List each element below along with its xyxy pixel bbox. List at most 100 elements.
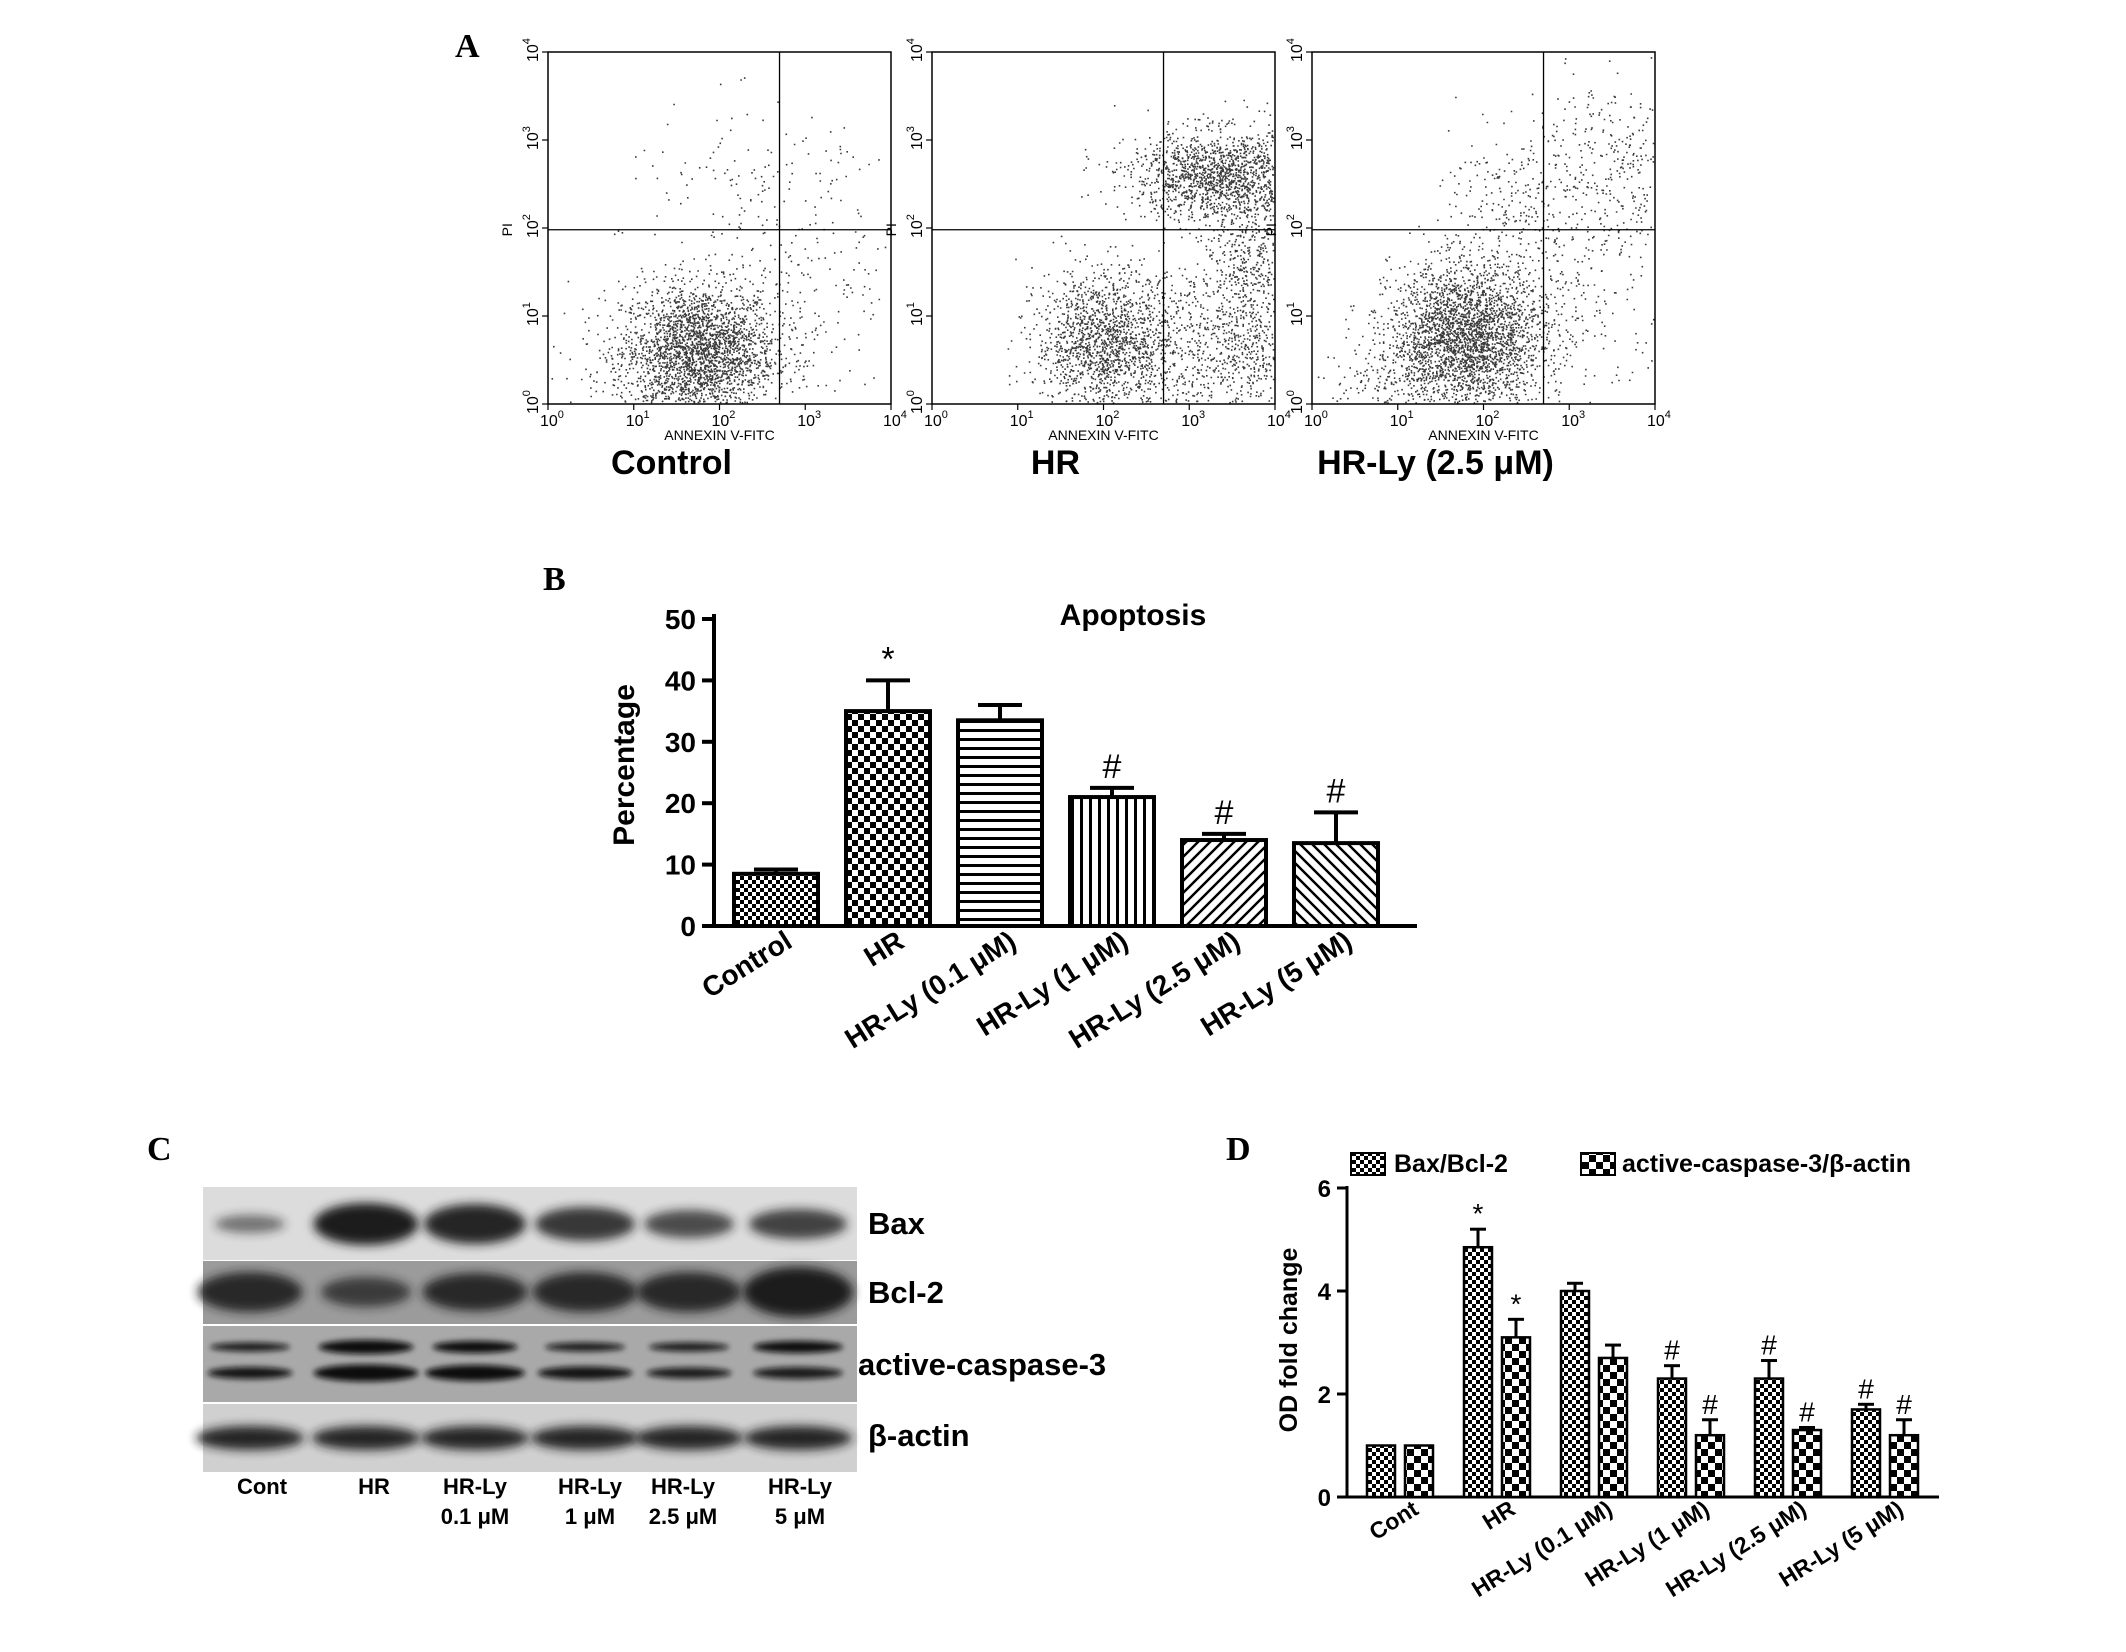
chart-b-bar xyxy=(844,709,932,928)
flow-x-tick-exp: 4 xyxy=(1285,409,1291,421)
western-blot: Bax Bcl-2 active-caspase-3 β-actin Cont H… xyxy=(196,1187,1106,1529)
flow-y-tick-exp: 1 xyxy=(905,302,917,308)
flow-x-tick-label: 103 xyxy=(1181,409,1205,430)
flow-dots-hr-ly xyxy=(1317,57,1655,404)
chart-b-significance: * xyxy=(881,640,894,678)
flow-y-tick-label: 100 xyxy=(1285,390,1306,414)
flow-y-tick-label: 101 xyxy=(905,302,926,326)
flow-y-tick-label: 102 xyxy=(905,214,926,238)
flow-y-tick-exp: 4 xyxy=(905,38,917,44)
chart-d-significance: # xyxy=(1702,1389,1718,1420)
flow-y-tick-exp: 1 xyxy=(1285,302,1297,308)
flow-xlabel-hr-ly: ANNEXIN V-FITC xyxy=(1428,427,1538,443)
chart-b-tick-label: 50 xyxy=(665,604,696,635)
chart-b-bar xyxy=(956,718,1044,928)
blot-lane-label: HR-Ly xyxy=(768,1474,833,1499)
chart-d-significance: # xyxy=(1664,1335,1680,1366)
blot-band xyxy=(432,1341,518,1353)
flow-condition-hr-ly: HR-Ly (2.5 μM) xyxy=(1317,444,1554,482)
chart-d-tick-label: 0 xyxy=(1318,1485,1331,1512)
chart-b-category-label: HR xyxy=(858,925,909,973)
flow-xlabel-hr: ANNEXIN V-FITC xyxy=(1048,427,1158,443)
flow-x-tick-exp: 0 xyxy=(942,409,948,421)
blot-strip-bax xyxy=(203,1187,857,1260)
chart-b-title: Apoptosis xyxy=(1060,599,1207,632)
flow-x-tick-label: 100 xyxy=(540,409,564,430)
blot-lane-label: HR-Ly xyxy=(558,1474,623,1499)
blot-band xyxy=(644,1210,734,1238)
blot-row-actin: β-actin xyxy=(868,1418,970,1453)
flow-dots-control xyxy=(551,77,887,404)
blot-band xyxy=(753,1341,843,1353)
flow-dot-cloud xyxy=(1317,57,1655,404)
chart-d-bar xyxy=(1500,1336,1532,1499)
flow-y-tick-exp: 4 xyxy=(521,38,533,44)
blot-band xyxy=(535,1207,635,1241)
chart-d-bar xyxy=(1365,1444,1397,1499)
flow-x-tick-exp: 3 xyxy=(815,409,821,421)
blot-band xyxy=(531,1426,639,1450)
flow-y-tick-exp: 3 xyxy=(521,126,533,132)
chart-d-tick-label: 6 xyxy=(1318,1176,1331,1203)
blot-band xyxy=(313,1203,419,1245)
flow-x-tick-exp: 3 xyxy=(1199,409,1205,421)
chart-b-bar xyxy=(1068,795,1156,928)
blot-band xyxy=(421,1426,529,1450)
flow-y-tick-label: 104 xyxy=(1285,38,1306,62)
flow-y-tick-label: 103 xyxy=(521,126,542,150)
chart-b-significance: # xyxy=(1215,794,1234,832)
chart-d-significance: # xyxy=(1858,1373,1874,1404)
panel-label-d: D xyxy=(1226,1131,1251,1168)
od-fold-change-chart: Bax/Bcl-2 active-caspase-3/β-actin OD fo… xyxy=(1275,1150,1939,1602)
blot-band xyxy=(649,1342,729,1352)
flow-y-tick-label: 100 xyxy=(521,390,542,414)
chart-b-category-label: Control xyxy=(696,925,797,1004)
blot-band xyxy=(425,1365,525,1381)
blot-band xyxy=(532,1272,638,1312)
chart-b-significance: # xyxy=(1103,748,1122,786)
flow-x-tick-exp: 0 xyxy=(1322,409,1328,421)
chart-d-significance: # xyxy=(1761,1330,1777,1361)
blot-band xyxy=(545,1342,625,1352)
blot-band xyxy=(635,1426,743,1450)
flow-y-tick-exp: 0 xyxy=(521,390,533,396)
blot-band xyxy=(636,1272,742,1312)
flow-y-tick-label: 102 xyxy=(1285,214,1306,238)
flow-y-tick-exp: 1 xyxy=(521,302,533,308)
flow-y-tick-label: 101 xyxy=(1285,302,1306,326)
chart-d-bar xyxy=(1850,1408,1882,1499)
flow-y-tick-label: 101 xyxy=(521,302,542,326)
chart-b-bar xyxy=(1180,838,1268,928)
flow-x-tick-label: 103 xyxy=(797,409,821,430)
flow-x-tick-exp: 0 xyxy=(558,409,564,421)
legend-label-bax-bcl2: Bax/Bcl-2 xyxy=(1394,1150,1508,1178)
blot-lane-label: Cont xyxy=(237,1474,288,1499)
blot-band xyxy=(313,1364,419,1382)
blot-row-bcl2: Bcl-2 xyxy=(868,1275,944,1310)
chart-d-significance: # xyxy=(1896,1389,1912,1420)
flow-y-tick-label: 104 xyxy=(521,38,542,62)
flow-dots-hr xyxy=(1007,99,1275,404)
blot-band xyxy=(743,1267,853,1317)
chart-d-category-label: HR xyxy=(1478,1495,1520,1535)
apoptosis-chart: Apoptosis Percentage 0 10 20 30 40 50 * # # # Co… xyxy=(608,599,1417,1054)
flow-y-tick-exp: 3 xyxy=(905,126,917,132)
flow-x-tick-exp: 1 xyxy=(1028,409,1034,421)
blot-lane-dose: 5 μM xyxy=(775,1504,825,1529)
blot-band xyxy=(197,1272,303,1312)
flow-x-tick-label: 104 xyxy=(1647,409,1671,430)
flow-x-tick-exp: 3 xyxy=(1579,409,1585,421)
blot-bands xyxy=(196,1203,853,1450)
blot-lane-label: HR-Ly xyxy=(443,1474,508,1499)
blot-row-bax: Bax xyxy=(868,1206,926,1241)
flow-x-tick-exp: 2 xyxy=(1493,409,1499,421)
flow-x-tick-label: 100 xyxy=(1304,409,1328,430)
flow-x-tick-exp: 4 xyxy=(1665,409,1671,421)
chart-b-bar xyxy=(1292,841,1380,928)
